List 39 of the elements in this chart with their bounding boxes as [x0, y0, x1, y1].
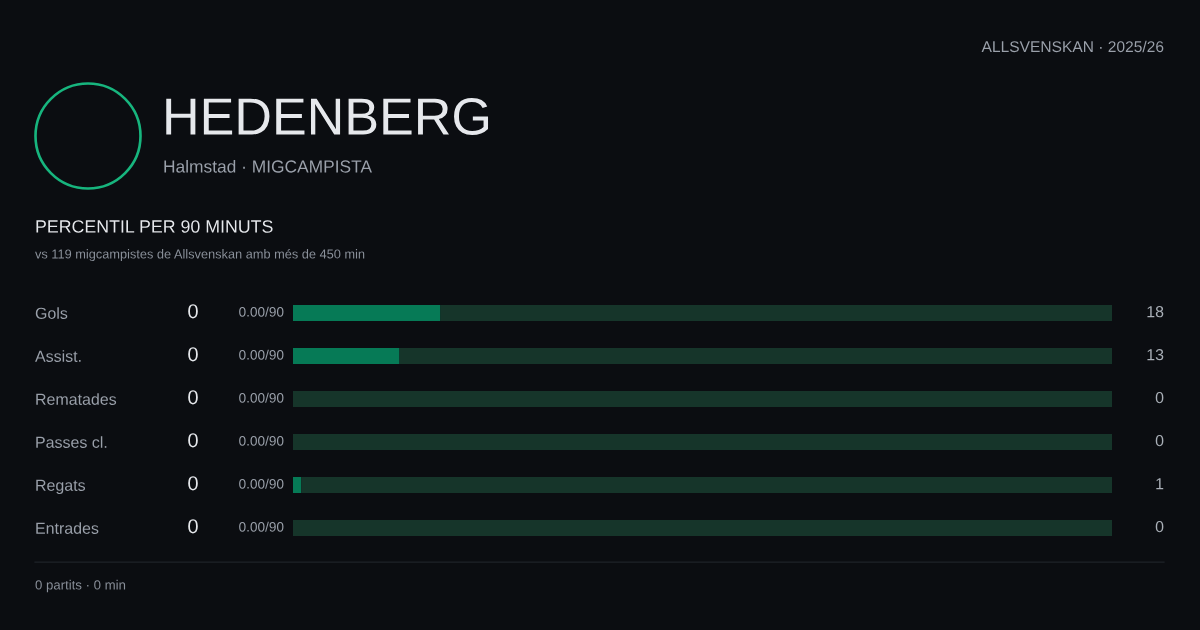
text: 0 partits · 0 min — [35, 579, 126, 593]
data-label: 13 — [1147, 348, 1164, 361]
text: 0.00/90 — [239, 349, 284, 360]
text: 0 — [188, 304, 198, 319]
bar — [440, 305, 1112, 321]
text: 0.00/90 — [239, 306, 284, 317]
text: 0 — [188, 347, 198, 362]
data-label: 0 — [1155, 434, 1164, 447]
bar — [293, 391, 1112, 407]
text: vs 119 migcampistes de Allsvenskan amb més de 450 min — [35, 248, 365, 262]
text: 0 — [188, 433, 198, 448]
data-label: 0 — [1155, 520, 1164, 533]
y-tick-label: Passes cl. — [36, 436, 107, 448]
chart-title: HEDENBERG — [166, 98, 489, 135]
text: 0.00/90 — [239, 435, 284, 446]
y-tick-label: Entrades — [36, 522, 99, 534]
bar — [301, 477, 1112, 493]
bar — [399, 348, 1112, 364]
text: 0 — [188, 390, 198, 405]
text: 0.00/90 — [239, 478, 284, 489]
bar — [293, 434, 1112, 450]
bar — [293, 520, 1112, 536]
data-label: 0 — [1155, 391, 1164, 404]
text: 0 — [188, 519, 198, 534]
y-tick-label: Assist. — [35, 350, 81, 362]
text: 0.00/90 — [239, 392, 284, 403]
y-tick-label: Regats — [36, 479, 86, 495]
bar — [293, 477, 302, 493]
chart-subtitle: Halmstad · MIGCAMPISTA — [164, 159, 372, 173]
data-label: 1 — [1156, 478, 1164, 490]
text: ALLSVENSKAN · 2025/26 — [981, 40, 1164, 53]
y-tick-label: Rematades — [36, 393, 117, 405]
bar — [293, 305, 441, 321]
text: PERCENTIL PER 90 MINUTS — [36, 220, 273, 233]
y-tick-label: Gols — [35, 307, 68, 319]
text: 0.00/90 — [239, 521, 284, 532]
data-label: 18 — [1147, 305, 1164, 318]
text: 0 — [188, 476, 198, 491]
bar — [293, 348, 400, 364]
